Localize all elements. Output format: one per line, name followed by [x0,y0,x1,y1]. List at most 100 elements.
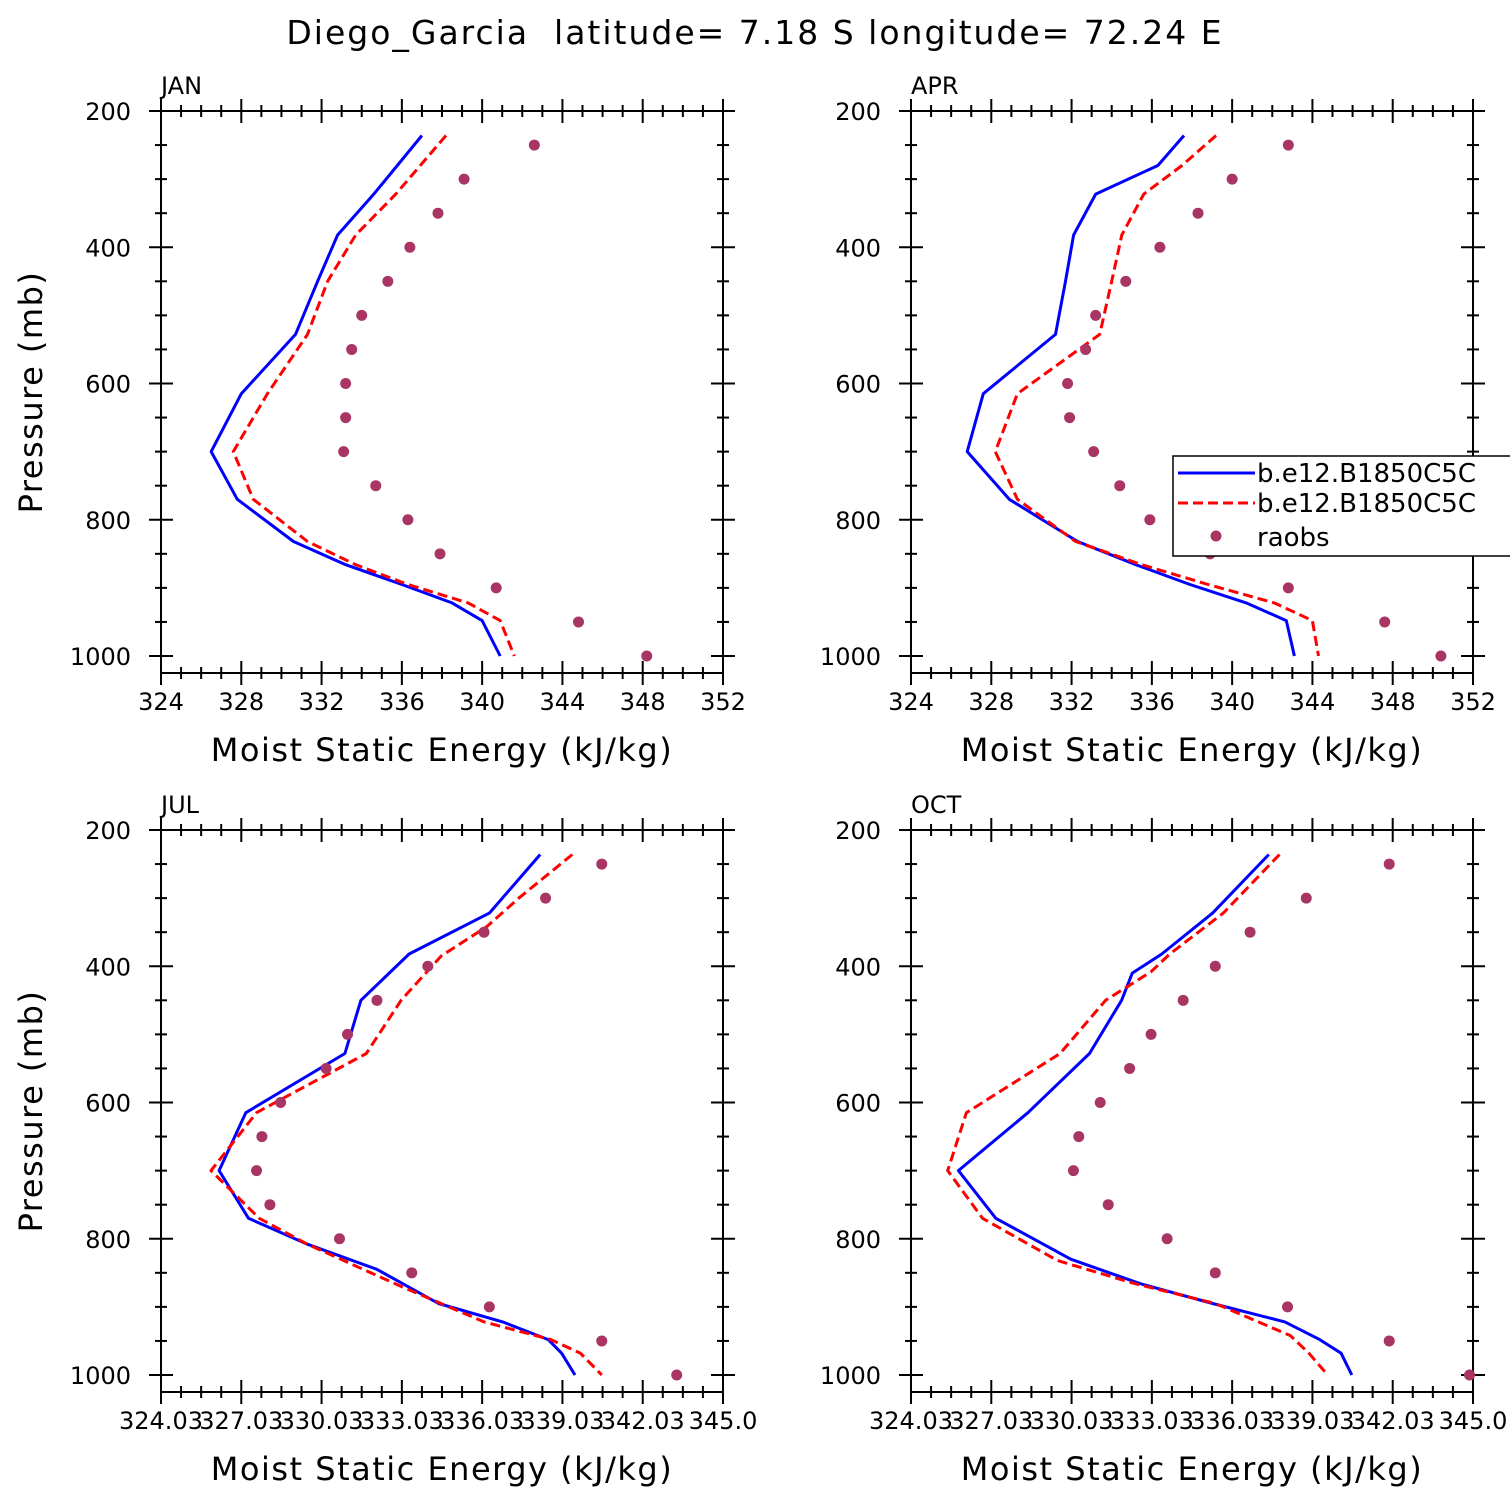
legend-label-solid: b.e12.B1850C5C [1257,459,1476,489]
panel-oct: OCT 200 400 600 800 1000 324.03327.03330.03333… [820,791,1507,1488]
x-tick-label: 330.03 [1030,1407,1114,1435]
raobs-point [1154,241,1166,253]
raobs-point [1145,1028,1157,1040]
y-tick-label: 400 [835,953,881,981]
y-tick-label: 600 [835,371,881,399]
raobs-point [342,1028,354,1040]
panel-label: JAN [159,72,202,100]
raobs-point [422,960,434,972]
raobs-point [346,343,358,355]
panel-label: OCT [911,791,962,819]
y-tick-label: 800 [85,1226,131,1254]
raobs-point [371,994,383,1006]
x-tick-label: 336 [379,688,425,716]
model-solid-line [965,134,1296,657]
y-tick-label: 600 [85,371,131,399]
raobs-point [528,139,540,151]
y-tick-label: 200 [85,98,131,126]
raobs-point [1067,1165,1079,1177]
x-tick-label: 352 [1450,688,1496,716]
y-tick-label: 1000 [70,643,131,671]
raobs-point [356,309,368,321]
x-tick-label: 336.03 [440,1407,524,1435]
y-tick-label: 600 [835,1090,881,1118]
raobs-point [320,1062,332,1074]
model-solid-line [956,853,1354,1376]
legend-swatch-dots [1210,530,1222,542]
raobs-point [1282,1301,1294,1313]
raobs-point [402,514,414,526]
raobs-point [1094,1097,1106,1108]
x-tick-label: 328 [968,688,1014,716]
model-dashed-line [209,853,603,1377]
x-tick-label: 333.03 [360,1407,444,1435]
raobs-point [434,548,446,560]
x-tick-label: 342.03 [601,1407,685,1435]
raobs-point [370,480,382,492]
y-tick-label: 600 [85,1090,131,1118]
raobs-point [1064,412,1076,424]
x-tick-label: 324.03 [869,1407,953,1435]
x-tick-label: 345.0 [689,1407,758,1435]
raobs-point [1209,1267,1221,1279]
raobs-point [1435,650,1447,662]
raobs-point [1102,1199,1114,1211]
raobs-point [596,858,608,870]
raobs-point [1177,994,1189,1006]
y-tick-label: 400 [85,953,131,981]
y-tick-label: 200 [835,98,881,126]
y-tick-label: 1000 [70,1362,131,1390]
raobs-point [1114,480,1126,492]
model-dashed-line [946,853,1329,1376]
raobs-point [404,241,416,253]
raobs-point [256,1131,268,1143]
raobs-point [1080,343,1092,355]
raobs-point [334,1233,346,1245]
raobs-point [1192,207,1204,219]
plot-frame [160,829,724,1393]
y-tick-label: 800 [85,507,131,535]
raobs-point [1282,139,1294,151]
x-tick-label: 327.03 [949,1407,1033,1435]
plot-frame [910,829,1474,1393]
y-tick-label: 400 [835,234,881,262]
raobs-point [458,173,470,185]
x-axis-title: Moist Static Energy (kJ/kg) [211,731,673,769]
panel-label: JUL [159,791,200,819]
plot-frame [160,110,724,674]
raobs-point [1088,446,1100,458]
raobs-point [1300,892,1312,904]
raobs-point [1161,1233,1173,1245]
raobs-point [1120,275,1132,287]
y-tick-label: 800 [835,507,881,535]
raobs-point [572,616,584,628]
raobs-point [382,275,394,287]
x-tick-label: 330.03 [280,1407,364,1435]
raobs-point [406,1267,418,1279]
raobs-point [275,1097,287,1108]
legend-label-dashed: b.e12.B1850C5C [1257,489,1476,519]
x-tick-label: 340 [459,688,505,716]
figure-title: Diego_Garcia latitude= 7.18 S longitude=… [286,13,1223,52]
raobs-point [1244,926,1256,938]
raobs-point [251,1165,263,1177]
panel-label: APR [911,72,959,100]
raobs-point [1062,378,1074,389]
raobs-point [490,582,502,594]
x-tick-label: 344 [1290,688,1336,716]
x-tick-label: 336.03 [1190,1407,1274,1435]
raobs-point [1464,1369,1476,1381]
y-tick-label: 1000 [820,643,881,671]
y-axis-title: Pressure (mb) [12,271,50,514]
x-tick-label: 336 [1129,688,1175,716]
x-tick-label: 324.03 [119,1407,203,1435]
y-axis-title: Pressure (mb) [12,990,50,1233]
raobs-point [1090,309,1102,321]
y-tick-label: 1000 [820,1362,881,1390]
x-axis-title: Moist Static Energy (kJ/kg) [211,1450,673,1488]
x-tick-label: 332 [299,688,345,716]
raobs-point [641,650,653,662]
panel-jul: JUL 200 400 600 800 1000 324.03327.03330.03333… [12,791,757,1488]
x-tick-label: 324 [138,688,184,716]
raobs-point [1383,858,1395,870]
